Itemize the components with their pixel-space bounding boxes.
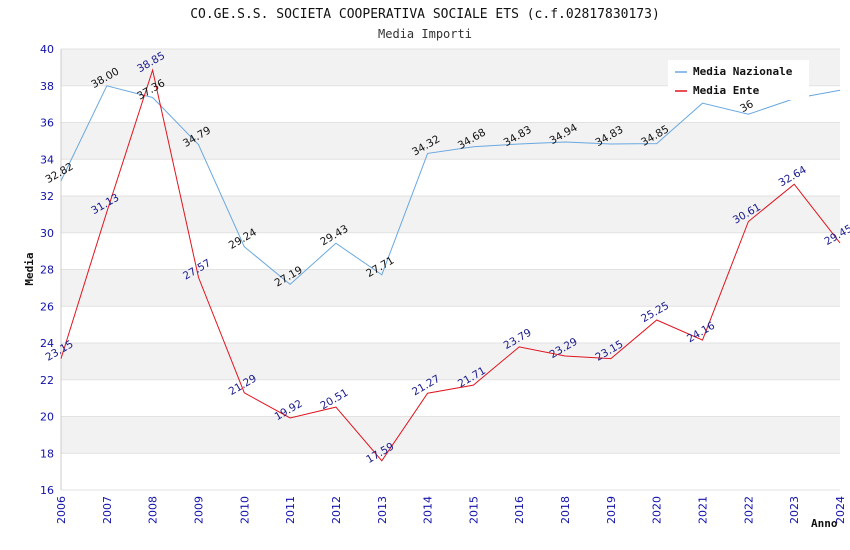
grid-band [61,306,840,343]
series-line-media-nazionale [60,85,841,286]
chart-subtitle: Media Importi [378,27,472,41]
y-tick-label: 32 [40,190,54,203]
grid-band [61,122,840,160]
grid-band [61,416,840,454]
y-tick-label: 36 [40,117,54,130]
y-tick-label: 34 [40,153,54,166]
x-tick-label: 2022 [742,496,755,524]
x-tick-label: 2015 [467,496,480,524]
x-tick-label: 2020 [651,496,664,524]
x-tick-label: 2019 [605,496,618,524]
x-tick-label: 2018 [559,496,572,524]
y-tick-label: 38 [40,80,54,93]
x-tick-label: 2010 [238,496,251,524]
y-tick-label: 24 [40,337,54,350]
grid-band [61,159,840,196]
series-lines [60,68,841,462]
y-tick-label: 18 [40,447,54,460]
grid-band [61,379,840,417]
legend-box [668,60,809,100]
legend-label-ente: Media Ente [693,84,760,97]
y-tick-label: 40 [40,43,54,56]
grid-lines [60,48,840,491]
grid-band [61,196,840,233]
grid-band [61,453,840,490]
x-axis-label: Anno [811,517,838,530]
x-tick-label: 2016 [513,496,526,524]
x-tick-label: 2011 [284,496,297,524]
x-axis-ticks: 2006 2007 2008 2009 2010 2011 2012 2013 2014 2015… [55,496,847,524]
x-tick-label: 2006 [55,496,68,524]
x-tick-label: 2008 [147,496,160,524]
x-tick-label: 2023 [788,496,801,524]
x-tick-label: 2009 [192,496,205,524]
grid-band [61,232,840,270]
y-tick-label: 28 [40,264,54,277]
chart-title: CO.GE.S.S. SOCIETA COOPERATIVA SOCIALE E… [190,7,660,22]
y-tick-label: 30 [40,227,54,240]
y-axis-ticks: 16 18 20 22 24 26 28 30 32 34 36 38 40 [40,43,54,497]
legend: Media Nazionale Media Ente [668,60,809,100]
y-tick-label: 20 [40,411,54,424]
grid-bands [61,49,840,490]
y-axis-label: Media [23,252,36,285]
legend-label-nazionale: Media Nazionale [693,65,793,78]
x-tick-label: 2024 [834,496,847,524]
y-tick-label: 26 [40,300,54,313]
x-tick-label: 2014 [422,496,435,524]
x-tick-label: 2013 [376,496,389,524]
x-tick-label: 2012 [330,496,343,524]
series-line-media-ente [60,68,841,462]
y-tick-label: 22 [40,374,54,387]
y-tick-label: 16 [40,484,54,497]
x-tick-label: 2021 [697,496,710,524]
grid-band [61,343,840,380]
x-tick-label: 2007 [101,496,114,524]
grid-band [61,269,840,307]
data-label: 36 [738,98,756,115]
